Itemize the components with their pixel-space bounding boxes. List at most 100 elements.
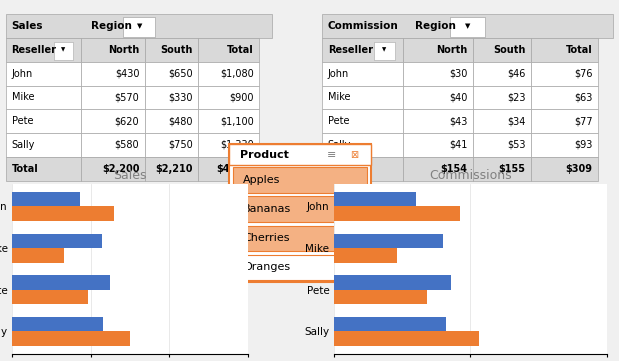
Bar (123, 17, 155, 37)
Bar (322, 109, 404, 133)
Bar (198, 133, 259, 157)
Text: Sally: Sally (327, 140, 351, 150)
Text: $580: $580 (115, 140, 139, 150)
Bar (6, 38, 80, 62)
Text: $76: $76 (574, 69, 592, 79)
Text: North: North (108, 45, 139, 55)
Bar (6, 86, 80, 109)
Bar (531, 62, 599, 86)
Text: $570: $570 (115, 92, 139, 103)
Text: $650: $650 (168, 69, 193, 79)
Text: Mike: Mike (12, 92, 34, 103)
Bar (334, 192, 416, 206)
Bar (404, 109, 473, 133)
Bar (322, 14, 613, 38)
Text: $330: $330 (168, 92, 193, 103)
Bar (80, 157, 145, 180)
Text: $1,100: $1,100 (220, 116, 254, 126)
Text: $34: $34 (507, 116, 526, 126)
Text: $900: $900 (229, 92, 254, 103)
Title: Sales: Sales (113, 169, 147, 182)
Bar (198, 62, 259, 86)
Text: $30: $30 (449, 69, 467, 79)
Bar (145, 86, 198, 109)
Bar (334, 248, 397, 263)
Bar (6, 109, 80, 133)
Bar (198, 86, 259, 109)
Bar (54, 42, 73, 60)
Bar (233, 226, 367, 251)
Text: Mike: Mike (327, 92, 350, 103)
Text: $309: $309 (565, 164, 592, 174)
Bar (334, 234, 443, 248)
Text: $750: $750 (168, 140, 193, 150)
Bar (145, 133, 198, 157)
Bar (322, 38, 404, 62)
Text: Cherries: Cherries (243, 233, 290, 243)
Bar (531, 133, 599, 157)
Bar (12, 248, 64, 263)
Bar (473, 133, 531, 157)
Text: ▼: ▼ (383, 48, 386, 52)
Bar (12, 317, 103, 331)
Bar (12, 275, 110, 290)
Bar (473, 86, 531, 109)
Text: $93: $93 (574, 140, 592, 150)
Bar (322, 86, 404, 109)
Bar (233, 167, 367, 193)
Bar (12, 192, 80, 206)
Text: $1,330: $1,330 (220, 140, 254, 150)
Text: $4,410: $4,410 (216, 164, 254, 174)
Text: John: John (12, 69, 33, 79)
Bar (145, 62, 198, 86)
Text: Pete: Pete (327, 116, 349, 126)
Text: $40: $40 (449, 92, 467, 103)
Bar (473, 109, 531, 133)
Text: $23: $23 (507, 92, 526, 103)
Bar (80, 38, 145, 62)
Text: ▼: ▼ (61, 48, 66, 52)
Bar (233, 196, 367, 222)
Bar (322, 133, 404, 157)
Bar (198, 38, 259, 62)
Text: $41: $41 (449, 140, 467, 150)
Bar (322, 157, 404, 180)
Text: $1,080: $1,080 (220, 69, 254, 79)
Bar (473, 38, 531, 62)
Bar (334, 290, 427, 304)
Text: Total: Total (12, 164, 38, 174)
Bar (145, 38, 198, 62)
Text: Region: Region (92, 21, 132, 31)
Text: ▼: ▼ (137, 23, 142, 29)
Bar (322, 62, 404, 86)
Text: Sally: Sally (12, 140, 35, 150)
Bar (404, 157, 473, 180)
Bar (531, 86, 599, 109)
Text: ≡: ≡ (327, 150, 336, 160)
Text: Total: Total (327, 164, 355, 174)
Text: North: North (436, 45, 467, 55)
Bar (531, 157, 599, 180)
Bar (80, 86, 145, 109)
Bar (450, 17, 485, 37)
Bar (334, 206, 459, 221)
Bar (229, 144, 371, 165)
Text: John: John (327, 69, 349, 79)
Text: $155: $155 (498, 164, 526, 174)
Text: $43: $43 (449, 116, 467, 126)
Bar (6, 62, 80, 86)
Text: Total: Total (227, 45, 254, 55)
Bar (12, 206, 115, 221)
Text: $480: $480 (168, 116, 193, 126)
Bar (334, 275, 451, 290)
Text: $77: $77 (574, 116, 592, 126)
Bar (80, 62, 145, 86)
Bar (233, 255, 367, 280)
Bar (531, 109, 599, 133)
Text: Sales: Sales (12, 21, 43, 31)
Bar (6, 14, 272, 38)
Bar (404, 38, 473, 62)
Bar (334, 317, 446, 331)
Bar (198, 157, 259, 180)
Text: $46: $46 (507, 69, 526, 79)
